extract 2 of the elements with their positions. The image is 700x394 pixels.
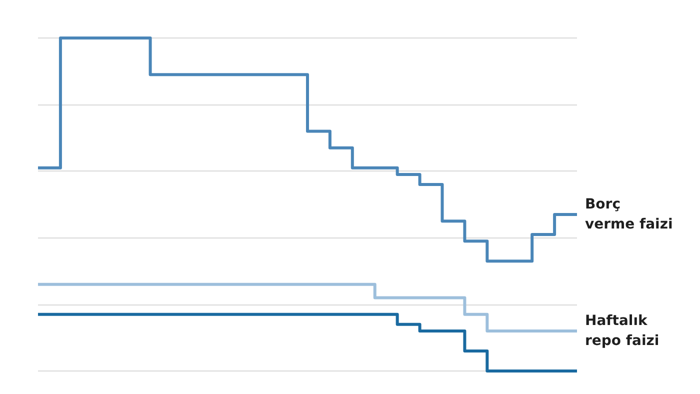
series-label: Borç verme faizi	[585, 196, 673, 232]
series-label: Haftalık repo faizi	[585, 313, 660, 350]
